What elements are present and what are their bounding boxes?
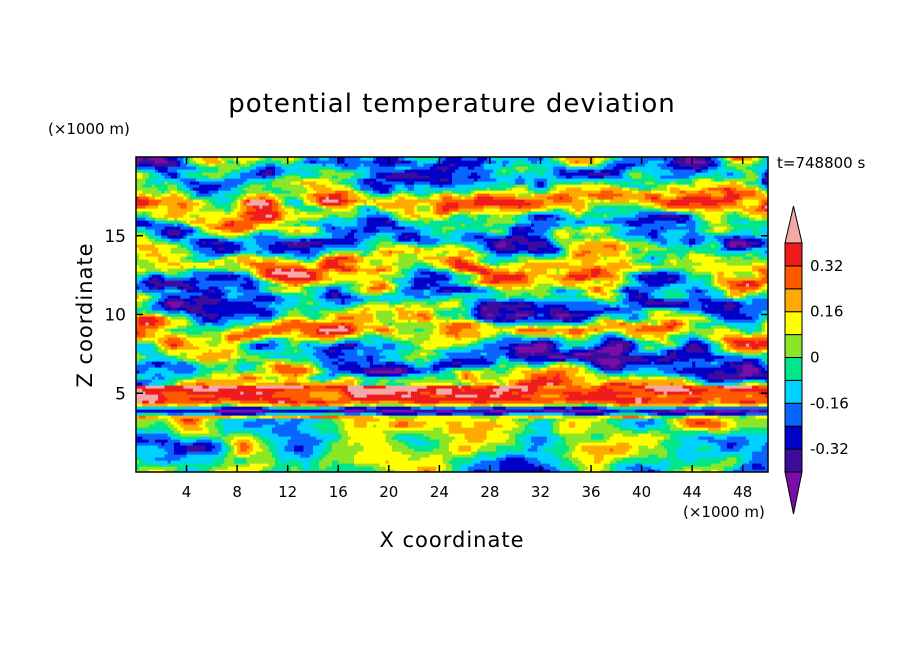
chart-title: potential temperature deviation bbox=[228, 89, 675, 119]
y-unit-label: (×1000 m) bbox=[48, 120, 130, 138]
heatmap-field bbox=[136, 157, 769, 473]
time-label: t=748800 s bbox=[777, 154, 865, 172]
